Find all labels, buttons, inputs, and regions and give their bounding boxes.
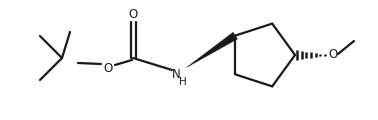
Text: O: O bbox=[103, 61, 113, 75]
Polygon shape bbox=[187, 32, 237, 67]
Text: N: N bbox=[172, 67, 180, 81]
Text: H: H bbox=[179, 77, 187, 87]
Text: O: O bbox=[129, 9, 138, 21]
Text: O: O bbox=[328, 48, 338, 61]
